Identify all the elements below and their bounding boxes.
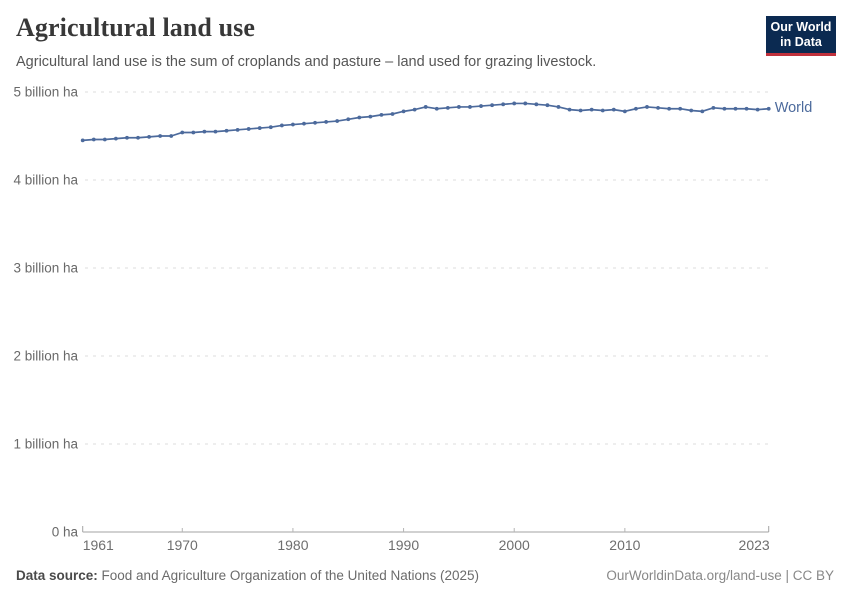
data-point xyxy=(202,129,207,134)
data-point xyxy=(578,108,583,113)
world-series-line xyxy=(82,102,769,142)
y-axis-tick-label: 0 ha xyxy=(52,525,79,540)
data-point xyxy=(689,108,694,113)
data-point xyxy=(412,107,417,112)
y-axis-tick-label: 5 billion ha xyxy=(13,85,78,100)
data-point xyxy=(567,107,572,112)
data-point xyxy=(224,128,229,133)
chart-subtitle: Agricultural land use is the sum of crop… xyxy=(16,54,597,70)
x-axis-tick-label: 1970 xyxy=(167,537,198,553)
data-point xyxy=(246,127,251,131)
data-point xyxy=(733,106,738,111)
data-source-value: Food and Agriculture Organization of the… xyxy=(97,568,480,583)
attribution-link[interactable]: OurWorldinData.org/land-use | CC BY xyxy=(606,568,834,583)
data-point xyxy=(91,137,96,142)
data-point xyxy=(235,127,240,132)
data-point xyxy=(113,136,118,141)
data-point xyxy=(313,120,317,125)
x-axis-tick-label: 1980 xyxy=(277,537,308,553)
data-point xyxy=(479,104,483,108)
owid-logo: Our World in Data xyxy=(766,16,836,56)
data-point xyxy=(656,105,660,110)
data-point xyxy=(102,137,107,142)
data-point xyxy=(379,112,384,117)
data-point xyxy=(302,121,306,126)
data-point xyxy=(755,107,760,112)
data-point xyxy=(545,103,550,108)
data-point xyxy=(268,125,273,130)
data-point xyxy=(678,106,683,111)
data-point xyxy=(158,134,163,138)
data-point xyxy=(667,106,672,111)
data-source-label: Data source: xyxy=(16,568,98,583)
data-point xyxy=(744,106,749,111)
page-title: Agricultural land use xyxy=(16,13,256,42)
x-axis-tick-label: 2000 xyxy=(499,537,530,553)
data-point xyxy=(611,107,616,112)
x-axis-tick-label: 1961 xyxy=(83,537,114,553)
data-point xyxy=(766,106,771,111)
data-point xyxy=(512,101,517,106)
data-point xyxy=(147,134,151,139)
data-point xyxy=(346,117,351,122)
y-axis-tick-label: 4 billion ha xyxy=(13,173,78,188)
owid-logo-line2: in Data xyxy=(780,34,822,49)
data-point xyxy=(711,105,716,110)
chart-footer: Data source: Food and Agriculture Organi… xyxy=(16,568,834,583)
data-point xyxy=(401,109,406,114)
y-axis-tick-label: 2 billion ha xyxy=(13,349,78,364)
data-point xyxy=(279,123,284,128)
data-point xyxy=(357,115,362,120)
data-point xyxy=(445,105,450,110)
data-point xyxy=(169,134,174,138)
data-point xyxy=(125,135,129,140)
x-axis-tick-label: 2023 xyxy=(739,537,770,553)
data-point xyxy=(291,122,295,127)
data-point xyxy=(645,105,649,109)
data-point xyxy=(501,102,506,107)
data-point xyxy=(368,114,373,119)
x-axis-tick-label: 1990 xyxy=(388,537,419,553)
data-point xyxy=(468,105,472,109)
data-point xyxy=(335,119,340,123)
data-point xyxy=(722,106,727,111)
series-label-world: World xyxy=(774,99,813,116)
data-point xyxy=(324,120,329,124)
data-point xyxy=(257,126,262,130)
data-point xyxy=(213,129,218,134)
data-point xyxy=(180,130,185,135)
data-point xyxy=(634,106,638,111)
data-point xyxy=(534,102,539,107)
data-point xyxy=(490,103,494,108)
x-axis-tick-label: 2010 xyxy=(609,537,640,553)
data-point xyxy=(622,109,627,114)
data-point xyxy=(600,108,605,113)
data-point xyxy=(390,112,395,116)
data-point xyxy=(523,101,528,106)
data-point xyxy=(700,109,705,114)
data-point xyxy=(191,130,196,135)
data-point xyxy=(589,107,594,112)
data-point xyxy=(423,105,428,109)
data-source-note: Data source: Food and Agriculture Organi… xyxy=(16,568,479,583)
data-point xyxy=(456,105,461,109)
data-point xyxy=(80,138,85,143)
y-axis-tick-label: 3 billion ha xyxy=(13,261,78,276)
owid-logo-line1: Our World xyxy=(770,20,832,34)
data-point xyxy=(556,105,561,109)
data-point xyxy=(434,106,439,111)
data-point xyxy=(136,135,140,140)
y-axis-tick-label: 1 billion ha xyxy=(13,437,78,452)
